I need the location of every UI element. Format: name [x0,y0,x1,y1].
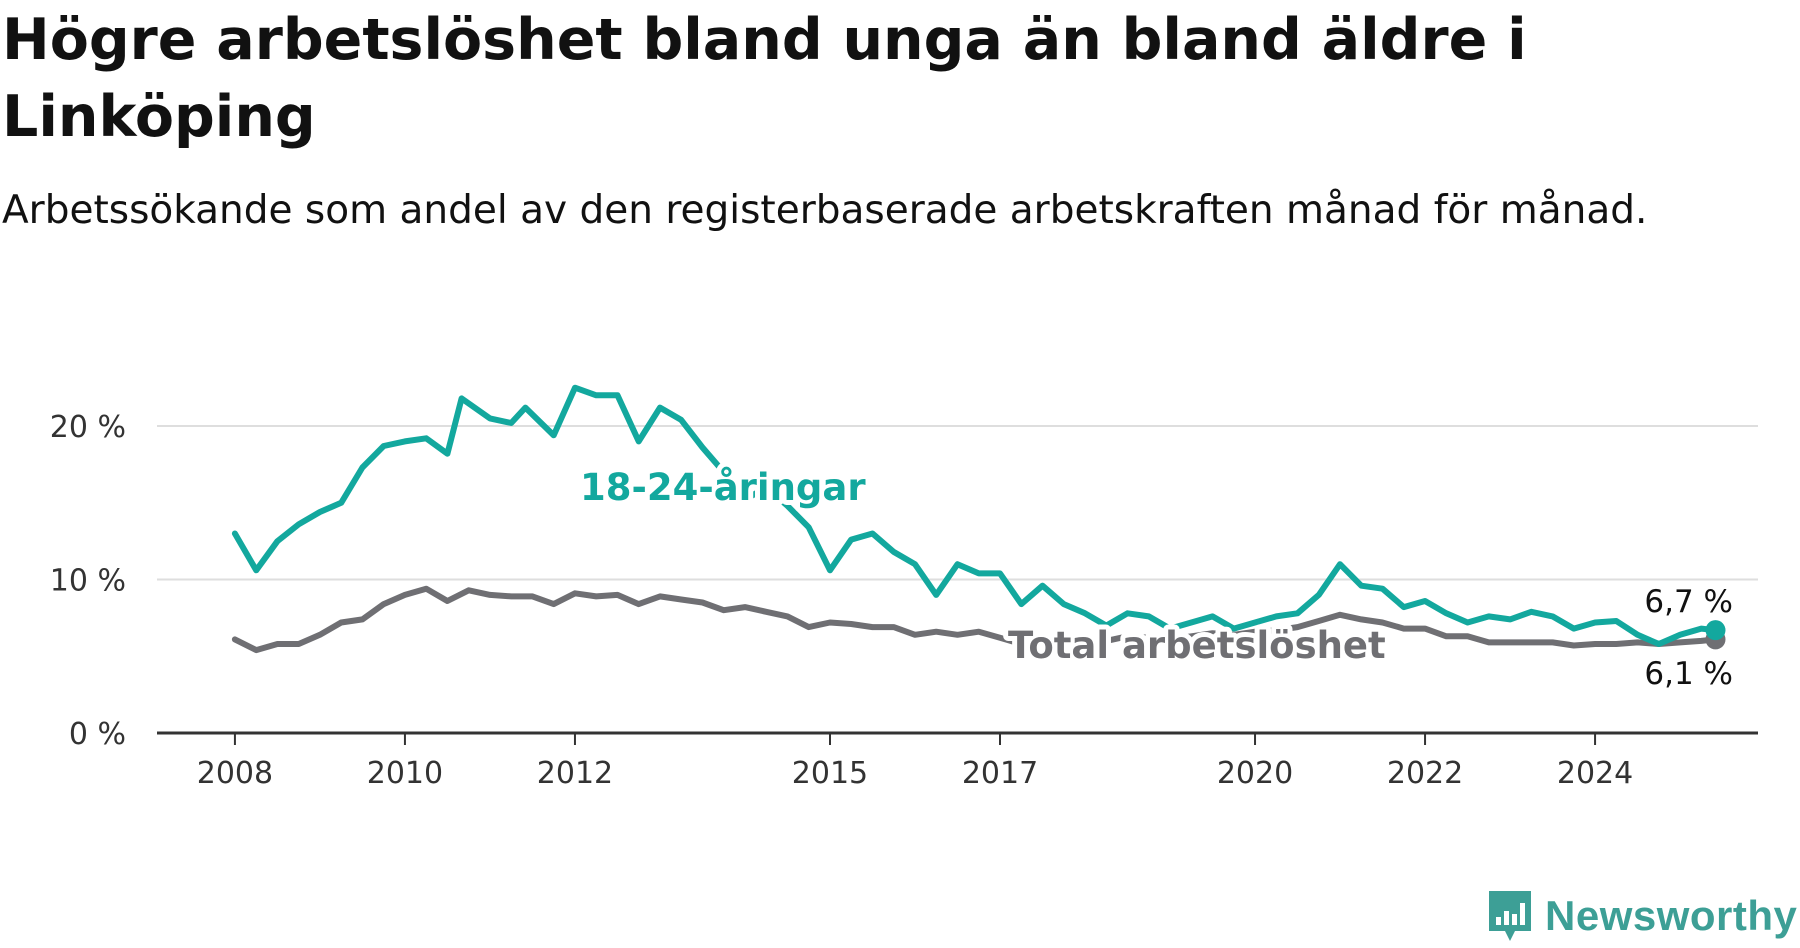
x-tick-label: 2008 [197,756,273,791]
series-end-point [1705,620,1726,641]
x-tick-label: 2017 [962,756,1038,791]
chart-subtitle: Arbetssökande som andel av den registerb… [2,188,1648,233]
gridlines [157,425,1758,581]
series-labels: 18-24-åringar Total arbetslöshet 6,7 % 6,1 … [575,461,1733,692]
brand-logo: Newsworthy [1485,886,1797,946]
series-lines [231,384,1726,654]
y-tick-label: 20 % [50,410,126,445]
x-tick-label: 2015 [792,756,868,791]
x-tick-label: 2022 [1387,756,1463,791]
x-tick-label: 2024 [1557,756,1633,791]
y-tick-label: 10 % [50,564,126,599]
series-line-total [231,585,1719,654]
series-label-youth: 18-24-åringar [580,466,866,509]
x-tick-label: 2010 [367,756,443,791]
x-tick-label: 2020 [1217,756,1293,791]
x-axis: 2008 2010 2012 2015 2017 2020 2022 2024 [157,731,1758,791]
y-axis-tick-labels: 0 % 10 % 20 % [50,410,126,752]
page-title: Högre arbetslöshet bland unga än bland ä… [2,7,1527,150]
newsworthy-logo-icon [1489,891,1531,941]
y-tick-label: 0 % [69,717,126,752]
series-line-youth [231,384,1719,647]
x-tick-label: 2012 [537,756,613,791]
brand-name: Newsworthy [1545,892,1798,939]
end-value-total: 6,1 % [1644,656,1733,692]
series-label-total: Total arbetslöshet [1008,624,1386,667]
end-value-youth: 6,7 % [1644,584,1733,620]
